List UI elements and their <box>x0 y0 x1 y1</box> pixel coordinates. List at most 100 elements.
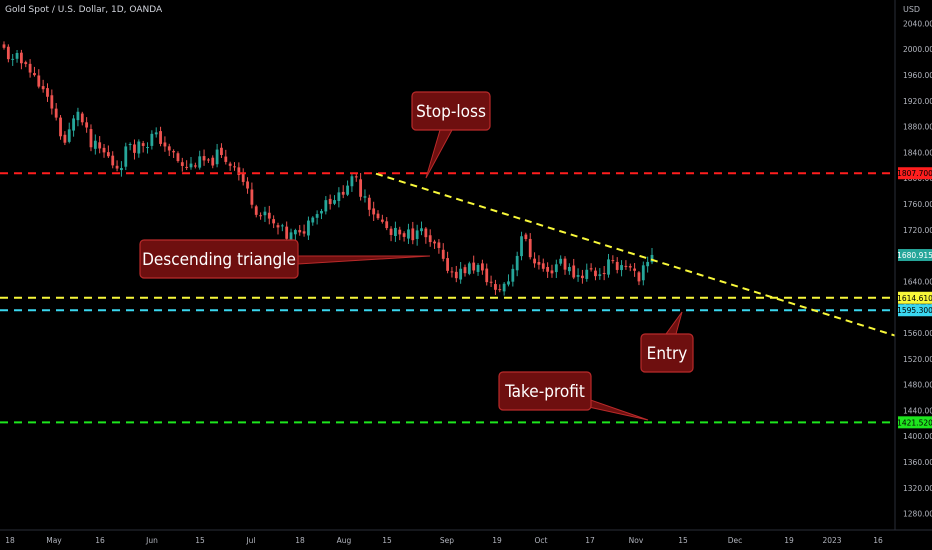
candle-body <box>137 141 141 154</box>
y-tick-label: 1320.00 <box>903 484 932 493</box>
x-tick-label: 16 <box>873 536 883 545</box>
candle-body <box>33 73 36 76</box>
candle-body <box>211 157 215 166</box>
y-tick-label: 1440.00 <box>903 406 932 415</box>
candle-body <box>485 268 489 283</box>
candle-body <box>228 163 232 166</box>
candle-body <box>363 196 367 198</box>
candle-body <box>102 147 106 153</box>
candle-body <box>333 200 336 204</box>
candle-body <box>259 215 262 217</box>
candle-body <box>398 229 402 235</box>
candle-body <box>402 233 406 237</box>
candle-body <box>163 142 167 147</box>
candle-body <box>559 258 563 264</box>
candle-body <box>172 151 176 153</box>
price-tags: 1807.700 1614.610 1595.300 1421.520 1680.915 <box>897 167 932 429</box>
price-tag-label: 1614.610 <box>897 294 932 303</box>
y-tick-label: 1280.00 <box>903 510 932 519</box>
candle-body <box>646 261 650 267</box>
y-tick-label: 1360.00 <box>903 458 932 467</box>
x-tick-label: Sep <box>440 536 454 545</box>
y-tick-label: 1400.00 <box>903 432 932 441</box>
candle-body <box>407 229 410 239</box>
candle-body <box>633 268 637 271</box>
candle-body <box>511 268 515 282</box>
candle-body <box>602 272 606 275</box>
x-tick-label: 15 <box>678 536 688 545</box>
callout-label: Stop-loss <box>416 102 486 122</box>
candle-body <box>494 284 497 290</box>
candle-body <box>207 159 210 161</box>
candle-body <box>298 230 302 233</box>
candle-body <box>189 163 193 168</box>
candle-body <box>611 260 615 262</box>
candle-body <box>289 232 293 240</box>
time-axis[interactable]: 18 May 16 Jun 15 Jul 18 Aug 15 Sep 19 Oct 17 Nov 15 Dec… <box>5 536 883 545</box>
candle-body <box>524 234 528 240</box>
candle-body <box>106 152 110 157</box>
candle-body <box>463 267 467 274</box>
candle-body <box>202 156 206 161</box>
candle-body <box>224 156 228 162</box>
candle-body <box>180 162 184 166</box>
candle-body <box>624 265 628 267</box>
price-tag <box>898 304 932 317</box>
x-tick-label: 18 <box>295 536 305 545</box>
x-tick-label: 19 <box>784 536 794 545</box>
candle-body <box>198 156 202 168</box>
candle-body <box>154 132 158 135</box>
candle-body <box>320 210 323 214</box>
candle-body <box>520 236 523 257</box>
candle-body <box>241 173 245 182</box>
candle-body <box>620 265 623 271</box>
candle-body <box>167 146 171 151</box>
x-tick-label: 16 <box>95 536 105 545</box>
candle-body <box>598 274 602 276</box>
candles <box>2 41 654 296</box>
candle-body <box>472 262 476 271</box>
callout-box <box>498 371 592 411</box>
candle-body <box>285 226 289 239</box>
candle-body <box>533 258 536 264</box>
candle-body <box>589 268 593 270</box>
candle-body <box>437 242 441 248</box>
descending-trendline[interactable] <box>375 172 896 337</box>
x-tick-label: 17 <box>585 536 595 545</box>
candle-body <box>346 185 349 195</box>
candle-body <box>50 95 54 109</box>
candle-body <box>272 219 276 224</box>
candle-body <box>528 238 532 258</box>
price-tag-label: 1807.700 <box>897 169 932 178</box>
x-tick-label: May <box>46 536 62 545</box>
candle-body <box>267 212 271 219</box>
y-tick-label: 1880.00 <box>903 123 932 132</box>
candle-body <box>115 165 119 169</box>
candle-body <box>450 271 454 273</box>
candle-body <box>250 189 254 205</box>
candle-body <box>59 117 62 137</box>
candle-body <box>133 144 136 153</box>
candle-body <box>37 75 41 87</box>
candle-body <box>607 259 610 275</box>
candle-body <box>67 129 71 142</box>
y-tick-label: 1760.00 <box>903 200 932 209</box>
candle-body <box>324 200 328 212</box>
candle-body <box>502 283 506 292</box>
candle-body <box>489 281 493 283</box>
candle-body <box>641 265 645 281</box>
candle-body <box>372 208 376 215</box>
callout-box <box>640 333 694 373</box>
candle-body <box>54 108 58 118</box>
candle-body <box>150 133 154 146</box>
price-tag <box>898 291 932 304</box>
candle-body <box>111 155 115 166</box>
last-price-tag <box>898 249 932 262</box>
candle-body <box>85 122 89 128</box>
candle-body <box>424 228 428 238</box>
candle-body <box>46 88 49 97</box>
candle-body <box>563 258 567 270</box>
candle-body <box>628 266 632 268</box>
candle-body <box>80 113 84 123</box>
